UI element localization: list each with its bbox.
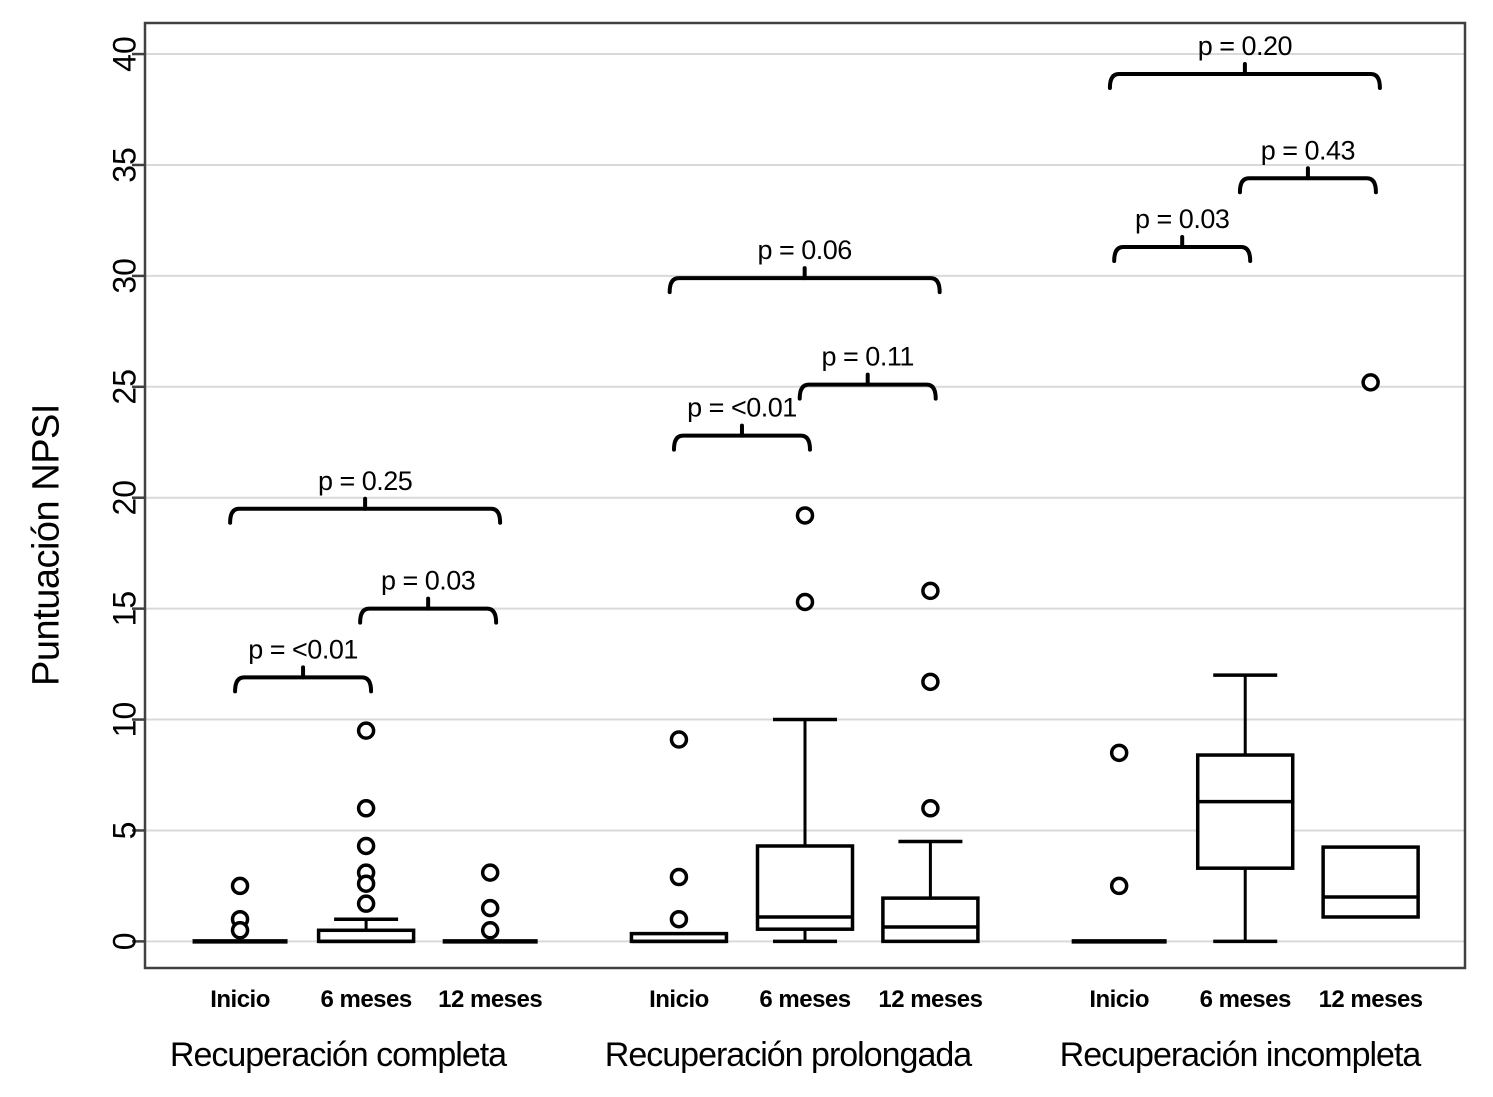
y-tick-label-40: 40 bbox=[106, 36, 142, 72]
p-value-label: p = 0.03 bbox=[381, 566, 475, 596]
p-value-label: p = <0.01 bbox=[248, 634, 358, 664]
outlier-point bbox=[356, 894, 376, 913]
outlier-point bbox=[1361, 373, 1380, 392]
y-tick-label-5: 5 bbox=[106, 822, 142, 840]
x-tick-label: 6 meses bbox=[1200, 986, 1291, 1013]
outlier-point bbox=[356, 874, 376, 893]
x-tick-label: 12 meses bbox=[1319, 986, 1423, 1013]
y-tick-label-20: 20 bbox=[106, 480, 142, 516]
x-tick-label: Inicio bbox=[649, 986, 709, 1013]
significance-bracket bbox=[671, 433, 812, 452]
boxplot-box bbox=[881, 896, 980, 944]
outlier-point bbox=[1109, 876, 1129, 896]
outlier-point bbox=[921, 799, 940, 818]
p-value-label: p = <0.01 bbox=[687, 393, 797, 423]
y-tick-label-10: 10 bbox=[106, 702, 142, 738]
y-tick-label-35: 35 bbox=[106, 147, 142, 183]
p-value-label: p = 0.43 bbox=[1261, 135, 1355, 165]
outlier-point bbox=[795, 592, 815, 612]
plot-border bbox=[143, 21, 1467, 970]
p-value-label: p = 0.11 bbox=[822, 342, 914, 372]
y-tick-label-25: 25 bbox=[106, 369, 142, 405]
significance-bracket bbox=[667, 276, 942, 295]
outlier-point bbox=[669, 730, 689, 749]
x-tick-label: Inicio bbox=[1089, 986, 1149, 1013]
outlier-point bbox=[1109, 743, 1129, 763]
significance-bracket bbox=[358, 606, 499, 625]
p-value-label: p = 0.25 bbox=[318, 466, 412, 496]
significance-bracket bbox=[1237, 176, 1378, 195]
significance-bracket bbox=[233, 675, 374, 694]
outlier-point bbox=[795, 506, 815, 525]
outlier-point bbox=[230, 876, 250, 896]
significance-bracket bbox=[228, 506, 503, 525]
x-tick-label: Inicio bbox=[210, 986, 270, 1013]
group-title: Recuperación prolongada bbox=[605, 1036, 972, 1074]
boxplot-box bbox=[1321, 845, 1420, 919]
significance-bracket bbox=[1112, 245, 1253, 264]
x-tick-label: 12 meses bbox=[438, 986, 542, 1013]
outlier-point bbox=[356, 721, 376, 740]
outlier-point bbox=[480, 898, 500, 918]
outlier-point bbox=[480, 921, 500, 940]
p-value-label: p = 0.03 bbox=[1135, 204, 1229, 234]
outlier-point bbox=[669, 867, 689, 887]
x-tick-label: 6 meses bbox=[320, 986, 411, 1013]
group-title: Recuperación incompleta bbox=[1060, 1036, 1422, 1074]
outlier-point bbox=[230, 921, 250, 940]
y-tick-label-15: 15 bbox=[106, 591, 142, 627]
significance-bracket bbox=[1107, 72, 1382, 91]
y-axis-title: Puntuación NPSI bbox=[25, 404, 68, 686]
p-value-label: p = 0.20 bbox=[1198, 31, 1292, 61]
outlier-point bbox=[669, 909, 689, 929]
outlier-point bbox=[921, 672, 940, 692]
p-value-label: p = 0.06 bbox=[757, 235, 851, 265]
outlier-point bbox=[480, 863, 500, 882]
x-tick-label: 12 meses bbox=[878, 986, 982, 1013]
group-title: Recuperación completa bbox=[170, 1036, 507, 1074]
y-tick-label-30: 30 bbox=[106, 258, 142, 294]
outlier-point bbox=[356, 799, 376, 818]
x-tick-label: 6 meses bbox=[759, 986, 850, 1013]
boxplot-box bbox=[1195, 753, 1295, 870]
y-tick-label-0: 0 bbox=[106, 932, 142, 950]
outlier-point bbox=[356, 836, 376, 856]
outlier-point bbox=[921, 581, 940, 601]
